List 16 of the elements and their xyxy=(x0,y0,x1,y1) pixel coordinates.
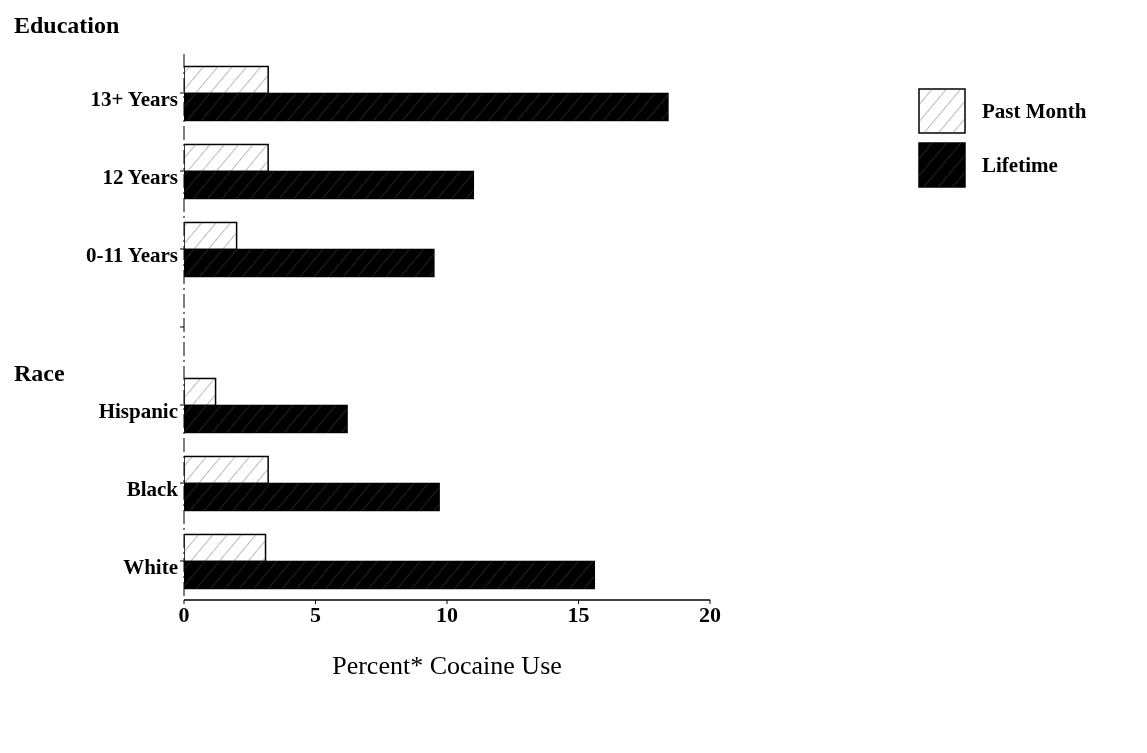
y-tick-label: 0-11 Years xyxy=(86,243,178,268)
text: Education xyxy=(14,12,120,39)
x-tick-label: 15 xyxy=(567,601,590,627)
text: Race xyxy=(14,360,65,387)
x-tick-label: 5 xyxy=(310,601,321,627)
x-axis-title: Percent* Cocaine Use xyxy=(332,651,562,680)
y-tick-label: Hispanic xyxy=(98,399,178,424)
legend-label: Lifetime xyxy=(982,152,1058,178)
y-tick-label: 12 Years xyxy=(102,165,178,190)
y-tick-label: White xyxy=(123,555,178,580)
x-tick-label: 20 xyxy=(699,601,721,627)
y-tick-label: Black xyxy=(126,477,179,502)
y-tick-label: 13+ Years xyxy=(90,87,178,112)
x-tick-label: 10 xyxy=(436,601,458,627)
x-tick-label: 0 xyxy=(178,601,190,627)
legend-label: Past Month xyxy=(982,98,1087,124)
